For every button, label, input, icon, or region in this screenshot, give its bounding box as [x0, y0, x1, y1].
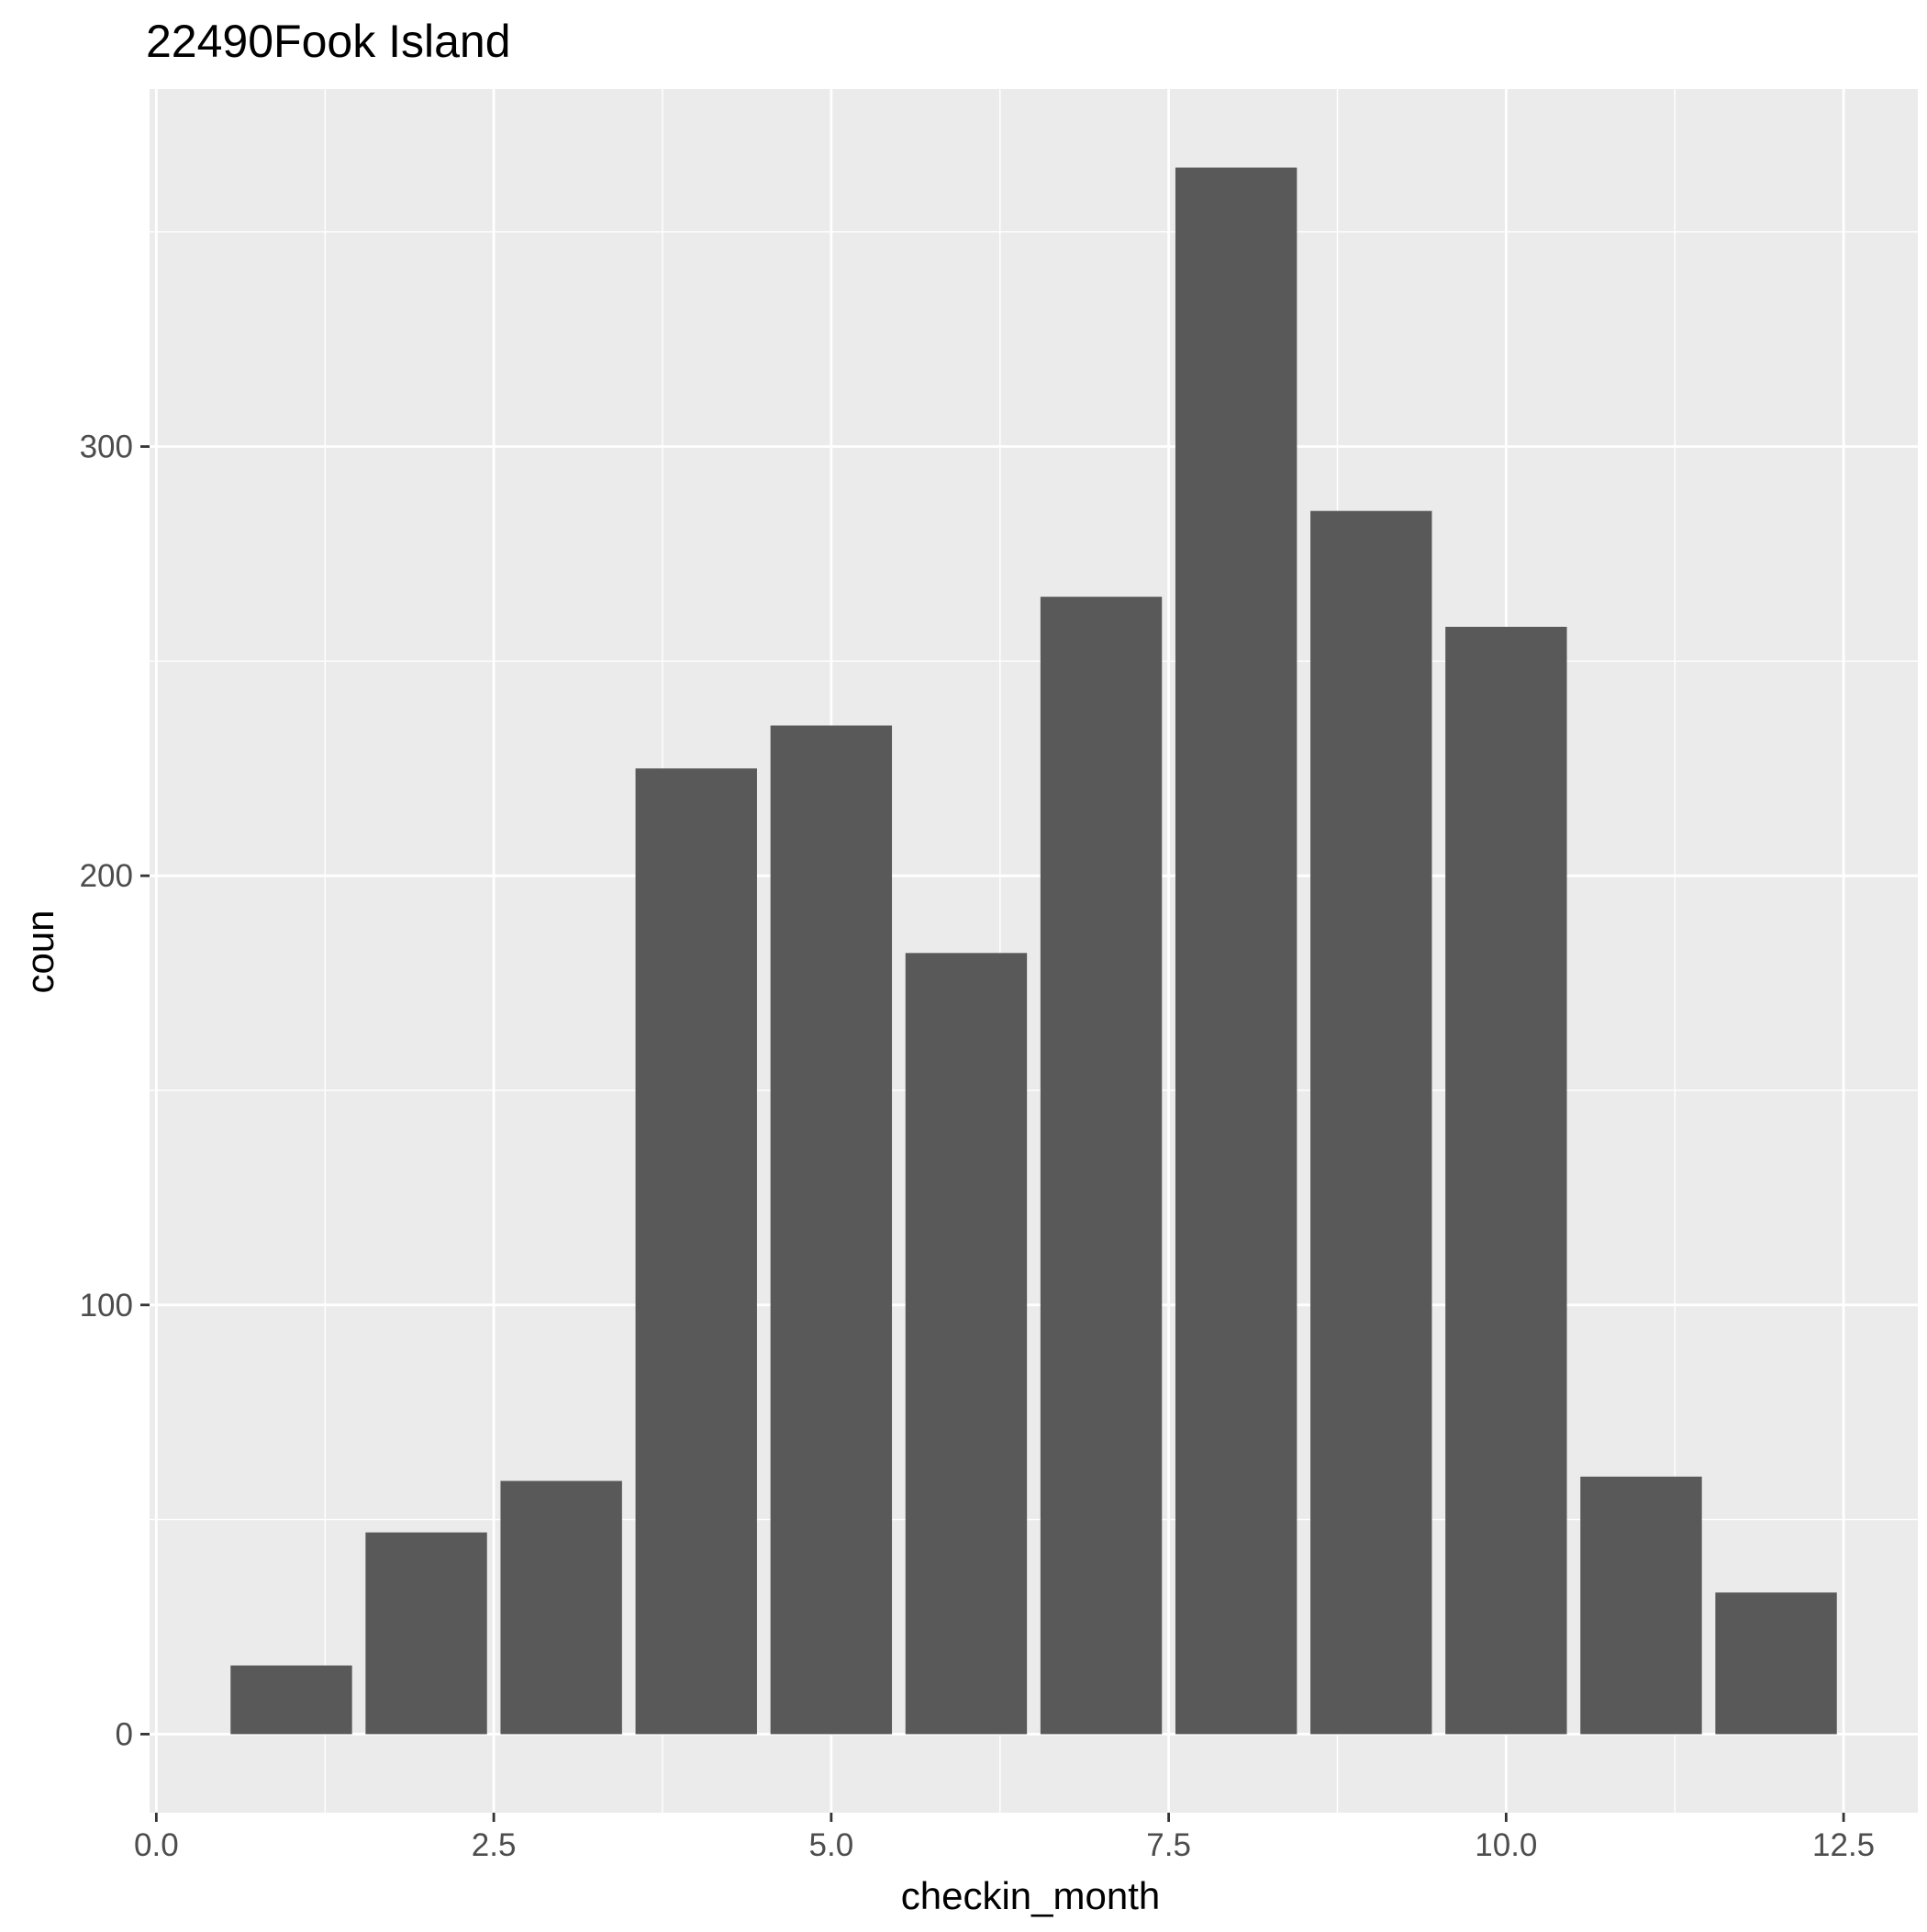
bar-month-7	[1040, 597, 1163, 1735]
bar-month-9	[1310, 510, 1432, 1735]
y-tick-label: 300	[80, 430, 133, 465]
axis-ticks	[140, 445, 1845, 1822]
y-tick-label: 100	[80, 1288, 133, 1323]
bar-month-5	[770, 725, 893, 1735]
x-tick-label: 5.0	[809, 1827, 854, 1863]
y-tick-label: 0	[116, 1716, 133, 1752]
y-axis-title: coun	[18, 910, 61, 993]
y-tick-labels: 0 100 200 300	[80, 430, 133, 1753]
bar-month-6	[905, 953, 1028, 1735]
y-tick-label: 200	[80, 858, 133, 894]
x-tick-label: 2.5	[472, 1827, 517, 1863]
bar-month-12	[1715, 1592, 1837, 1735]
x-tick-label: 7.5	[1146, 1827, 1191, 1863]
bar-month-4	[635, 768, 757, 1735]
x-tick-label: 12.5	[1812, 1827, 1875, 1863]
bars	[230, 167, 1837, 1735]
bar-month-2	[365, 1532, 487, 1735]
x-axis-title: checkin_month	[901, 1874, 1161, 1917]
bar-month-1	[230, 1665, 352, 1735]
bar-month-8	[1175, 167, 1298, 1735]
bar-month-3	[500, 1480, 622, 1735]
bar-month-10	[1445, 626, 1567, 1735]
x-tick-label: 0.0	[134, 1827, 179, 1863]
x-tick-labels: 0.0 2.5 5.0 7.5 10.0 12.5	[134, 1827, 1875, 1863]
bar-month-11	[1580, 1476, 1702, 1735]
chart-title: 22490Fook Island	[146, 16, 511, 67]
x-tick-label: 10.0	[1475, 1827, 1537, 1863]
